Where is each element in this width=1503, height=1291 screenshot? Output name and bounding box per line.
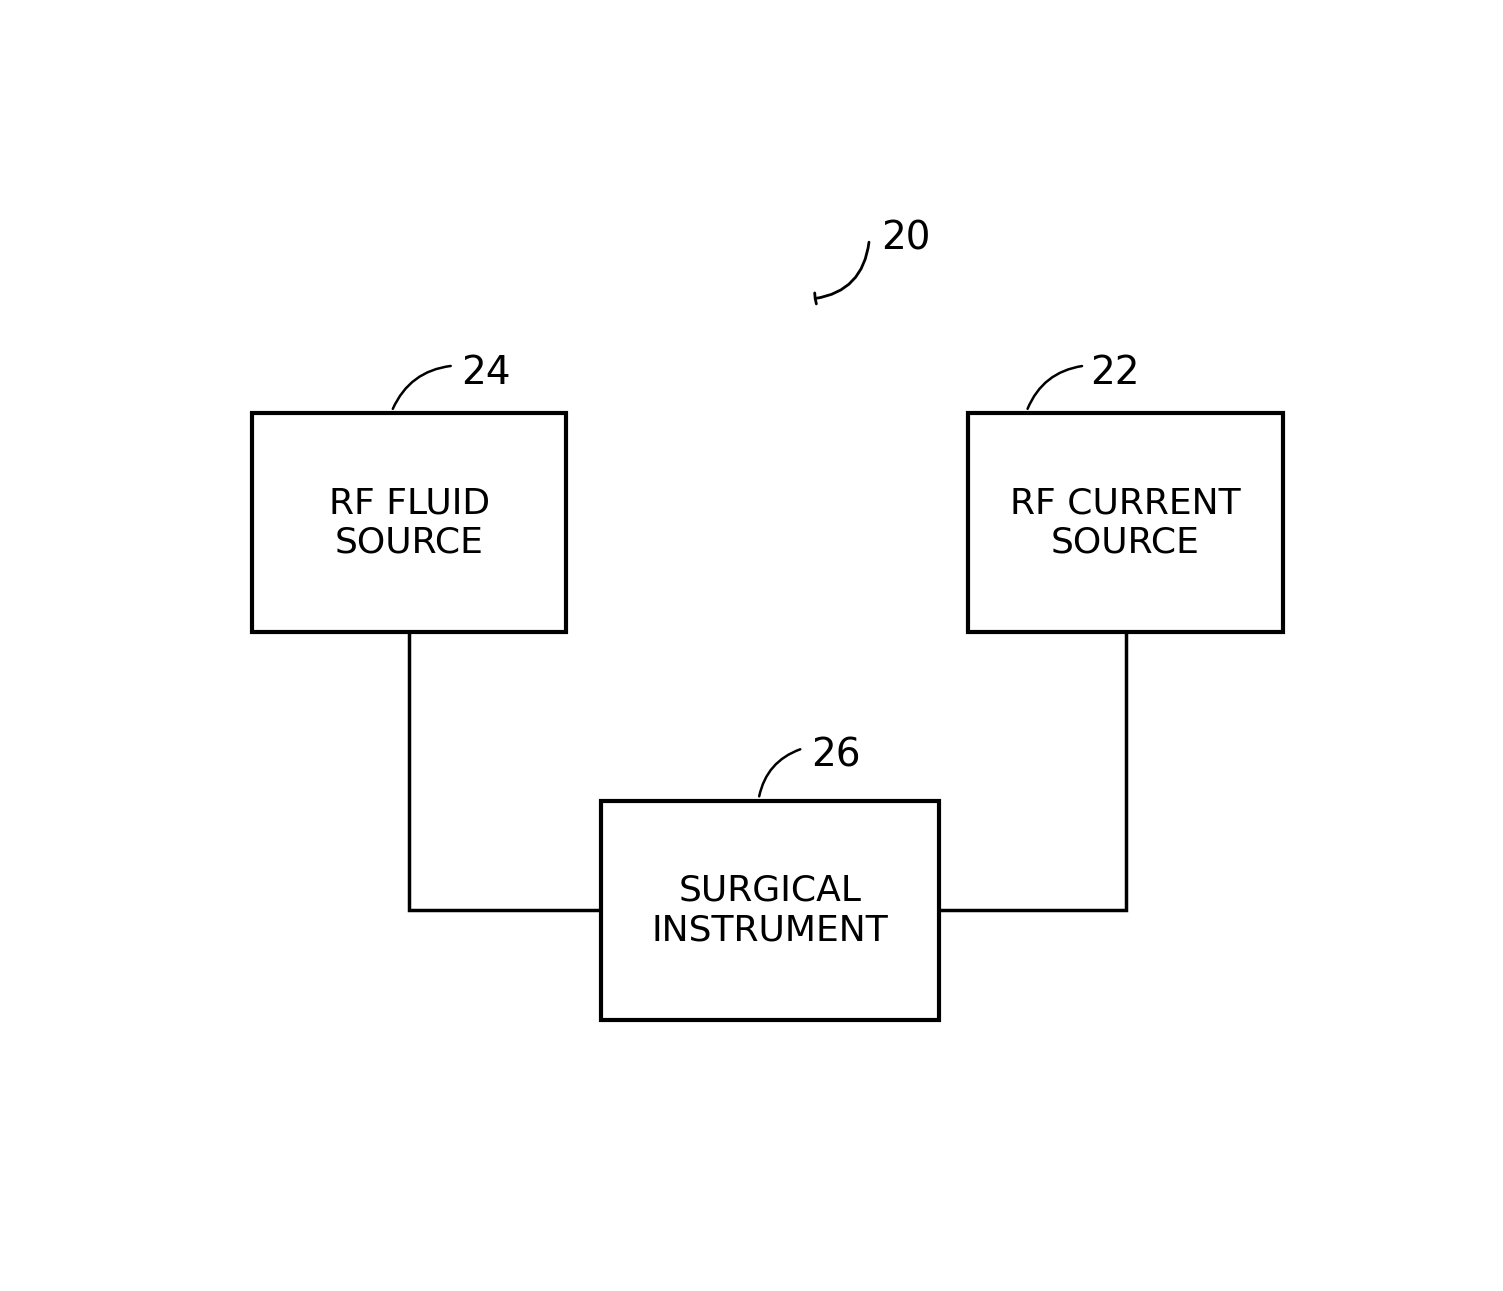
Bar	[601, 800, 939, 1020]
Bar	[253, 413, 567, 633]
Text: 20: 20	[881, 219, 930, 257]
Text: 26: 26	[812, 736, 861, 775]
Text: SURGICAL
INSTRUMENT: SURGICAL INSTRUMENT	[652, 874, 888, 948]
Bar	[968, 413, 1284, 633]
Text: 22: 22	[1091, 354, 1141, 391]
Text: RF CURRENT
SOURCE: RF CURRENT SOURCE	[1010, 485, 1241, 559]
Text: RF FLUID
SOURCE: RF FLUID SOURCE	[329, 485, 490, 559]
Text: 24: 24	[461, 354, 511, 391]
